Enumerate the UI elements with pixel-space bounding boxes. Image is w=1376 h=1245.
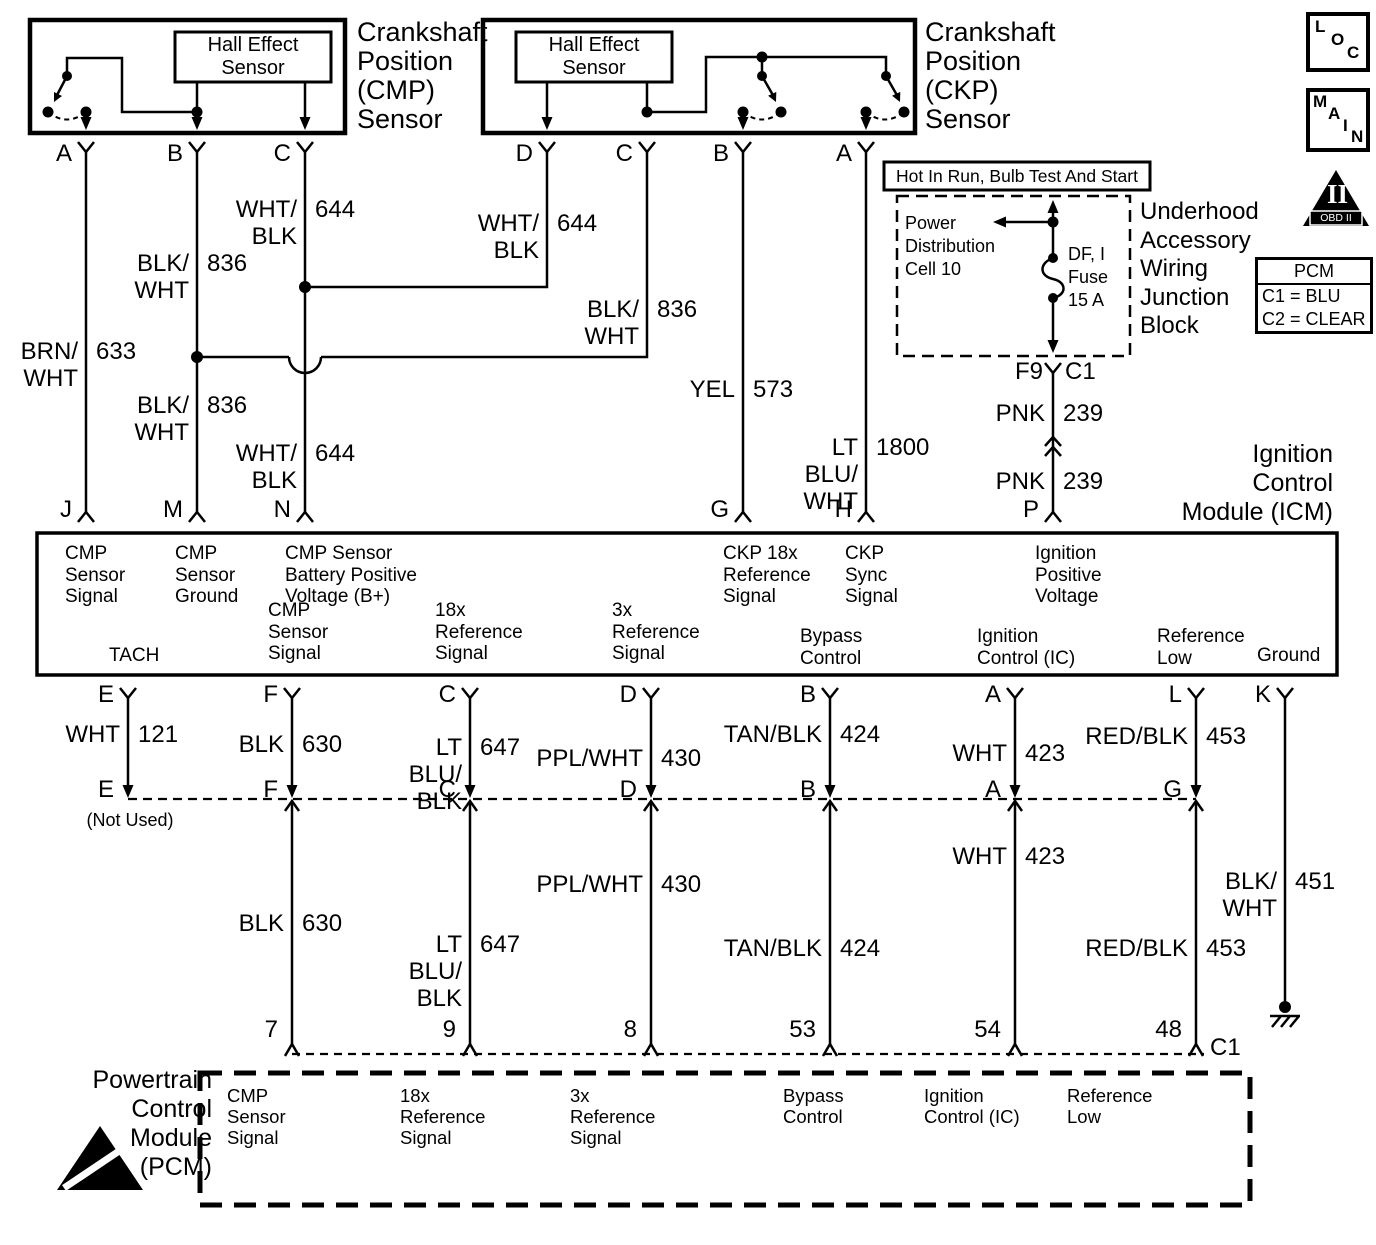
wires-to-connector (290, 698, 1198, 786)
main-letter: I (1343, 116, 1348, 135)
pcm-label-bypass: Bypass Control (783, 1085, 844, 1127)
icm-label-bypass: Bypass Control (800, 626, 863, 669)
icm-label-ic: Ignition Control (IC) (977, 626, 1076, 669)
main-letter: N (1351, 127, 1364, 146)
pcm-legend-c1: C1 = BLU (1262, 286, 1341, 306)
wire-hop (287, 356, 323, 375)
icm-box (35, 531, 1339, 677)
icm-label-3x: 3x Reference Signal (612, 600, 700, 664)
icm-label-cmp-ground: CMP Sensor Ground (175, 543, 239, 607)
loc-letter: L (1315, 17, 1326, 36)
pin-c1: C1 (1065, 358, 1096, 385)
pcm-title: Powertrain Control Module (PCM) (92, 1066, 213, 1181)
wires-to-pcm (290, 801, 1198, 1044)
pcm-conn-c1: C1 (1210, 1034, 1241, 1061)
ckp-hall-box (514, 30, 674, 84)
fuse-element (1041, 256, 1065, 300)
icm-label-ign-pos: Ignition Positive Voltage (1035, 543, 1102, 607)
pcm-label-cmp: CMP Sensor Signal (227, 1085, 286, 1148)
pcm-label-ref-low: Reference Low (1067, 1085, 1153, 1127)
icm-label-ckp-18x: CKP 18x Reference Signal (723, 543, 811, 607)
cmp-sensor-title: Crankshaft Position (CMP) Sensor (357, 17, 488, 134)
loc-badge: L O C (1306, 12, 1370, 72)
wire-blkwht-836-ckp (321, 152, 649, 359)
cmp-switch-feed (65, 56, 197, 114)
power-distribution-label: Power Distribution Cell 10 (905, 213, 996, 279)
ckp-sensor-title: Crankshaft Position (CKP) Sensor (925, 17, 1056, 134)
pcm-box (197, 1070, 1253, 1208)
icm-label-cmp-bplus: CMP Sensor Battery Positive Voltage (B+) (285, 543, 417, 607)
pcm-label-3x: 3x Reference Signal (570, 1085, 656, 1148)
ckp-switch2-arc (865, 111, 905, 121)
esd-warning-icon (57, 1126, 143, 1191)
pin-f9: F9 (1014, 358, 1043, 385)
hot-banner-box (882, 160, 1152, 192)
ckp-switch1-arc (742, 111, 782, 121)
hot-in-run-banner: Hot In Run, Bulb Test And Start (896, 165, 1138, 186)
pcm-label-ic: Ignition Control (IC) (924, 1085, 1020, 1127)
obd2-label: OBD II (1320, 212, 1352, 224)
pcm-legend-c2: C2 = CLEAR (1262, 309, 1366, 329)
cmp-sensor-box (27, 17, 348, 136)
icm-label-cmp-signal: CMP Sensor Signal (65, 543, 126, 607)
icm-title: Ignition Control Module (ICM) (1181, 440, 1333, 526)
icm-top-pin-chevrons (77, 509, 1062, 523)
cmp-switch-throw-arc (47, 111, 87, 121)
ground-symbol (1270, 1014, 1300, 1028)
main-badge: M A I N (1306, 88, 1370, 152)
icm-label-tach: TACH (109, 645, 160, 666)
wire-whtblk-644-ckp (305, 152, 549, 289)
cmp-hall-box (173, 30, 333, 84)
icm-label-18x: 18x Reference Signal (435, 600, 523, 664)
junction-dots (42, 51, 1291, 1013)
fuse-label: DF, I Fuse 15 A (1068, 244, 1109, 310)
main-letter: M (1313, 92, 1328, 111)
junction-block-box (895, 194, 1132, 358)
icm-bottom-pin-chevrons (119, 687, 1294, 701)
ckp-hall-label: Hall Effect Sensor (548, 34, 640, 79)
cmp-hall-label: Hall Effect Sensor (207, 34, 299, 79)
obd2-numeral: II (1327, 179, 1349, 209)
sensor-pin-chevrons (77, 141, 875, 155)
loc-letter: C (1347, 43, 1360, 62)
icm-label-ref-low: Reference Low (1157, 626, 1245, 669)
icm-label-ground: Ground (1257, 645, 1321, 666)
icm-label-cmp-out: CMP Sensor Signal (268, 600, 329, 664)
not-used-label: (Not Used) (86, 810, 174, 830)
ckp-sensor-box (480, 17, 918, 136)
inline-connector-chevrons (1044, 435, 1062, 457)
main-letter: A (1328, 104, 1341, 123)
loc-letter: O (1331, 30, 1345, 49)
icm-label-ckp-sync: CKP Sync Signal (845, 543, 898, 607)
pcm-label-18x: 18x Reference Signal (400, 1085, 486, 1148)
pcm-connector-legend: PCM C1 = BLU C2 = CLEAR (1255, 257, 1373, 334)
pcm-pin-chevrons (283, 1041, 1205, 1057)
pcm-legend-title: PCM (1258, 260, 1370, 285)
obd2-icon (1303, 170, 1369, 226)
arrowheads (54, 91, 1202, 798)
junction-block-title: Underhood Accessory Wiring Junction Bloc… (1140, 198, 1259, 339)
f9-chevron (1044, 362, 1062, 376)
